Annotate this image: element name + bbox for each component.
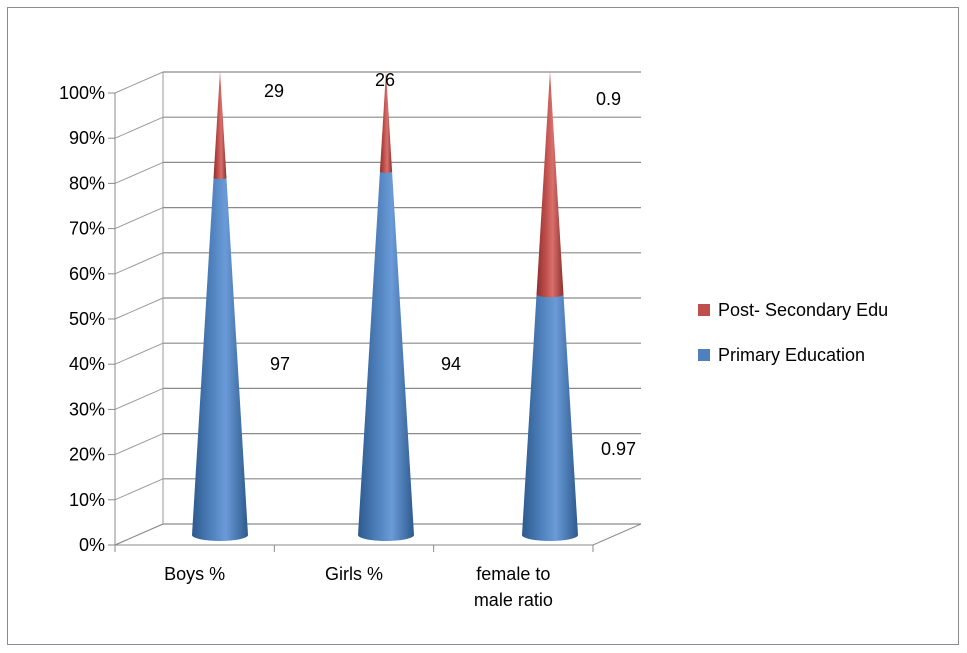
y-tick-label-40: 40% [69, 354, 105, 374]
y-tick-label-50: 50% [69, 309, 105, 329]
gridline-side-60 [115, 253, 163, 274]
legend-swatch-primary-education [698, 349, 710, 361]
cone-chart: 0% 10% 20% 30% 40% 50% 60% 70% 80% 90% 100% Boys % G… [8, 8, 960, 646]
y-tick-label-90: 90% [69, 128, 105, 148]
cone-post-secondary-edu-2 [537, 71, 564, 297]
gridline-side-20 [115, 434, 163, 455]
y-tick-label-100: 100% [59, 83, 105, 103]
cone-primary-education-0 [192, 176, 248, 541]
legend-swatch-post-secondary-edu [698, 304, 710, 316]
legend-label-primary-education: Primary Education [718, 345, 865, 365]
cone-post-secondary-edu-0 [214, 71, 227, 179]
cone-primary-education-2 [522, 291, 578, 541]
y-tick-label-80: 80% [69, 173, 105, 193]
y-tick-label-10: 10% [69, 490, 105, 510]
y-tick-label-0: 0% [79, 535, 105, 555]
gridline-side-80 [115, 162, 163, 183]
cone-primary-education-1 [358, 170, 414, 541]
legend-label-post-secondary-edu: Post- Secondary Edu [718, 300, 888, 320]
category-label-female-to-male-ratio: female to male ratio [474, 564, 553, 610]
gridline-side-30 [115, 388, 163, 409]
gridline-side-40 [115, 343, 163, 364]
gridline-side-50 [115, 298, 163, 319]
gridline-side-90 [115, 117, 163, 138]
gridline-side-10 [115, 479, 163, 500]
y-tick-label-60: 60% [69, 264, 105, 284]
category-label-boys: Boys % [164, 564, 225, 584]
y-tick-label-30: 30% [69, 399, 105, 419]
chart-frame: 0% 10% 20% 30% 40% 50% 60% 70% 80% 90% 100% Boys % G… [7, 7, 959, 645]
legend: Post- Secondary Edu Primary Education [698, 300, 888, 365]
data-label-layer: 97 29 94 26 0.97 0.9 [264, 70, 636, 459]
y-tick-label-70: 70% [69, 219, 105, 239]
data-label-post-secondary-edu-1: 26 [375, 70, 395, 90]
data-label-post-secondary-edu-0: 29 [264, 81, 284, 101]
category-label-girls: Girls % [325, 564, 383, 584]
data-label-primary-education-1: 94 [441, 354, 461, 374]
cone-layer [192, 71, 578, 541]
y-tick-label-20: 20% [69, 445, 105, 465]
gridline-side-100 [115, 72, 163, 93]
data-label-primary-education-0: 97 [270, 354, 290, 374]
data-label-post-secondary-edu-2: 0.9 [596, 89, 621, 109]
data-label-primary-education-2: 0.97 [601, 439, 636, 459]
gridline-side-70 [115, 208, 163, 229]
